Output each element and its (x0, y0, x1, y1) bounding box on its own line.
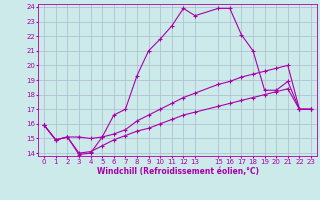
X-axis label: Windchill (Refroidissement éolien,°C): Windchill (Refroidissement éolien,°C) (97, 167, 259, 176)
